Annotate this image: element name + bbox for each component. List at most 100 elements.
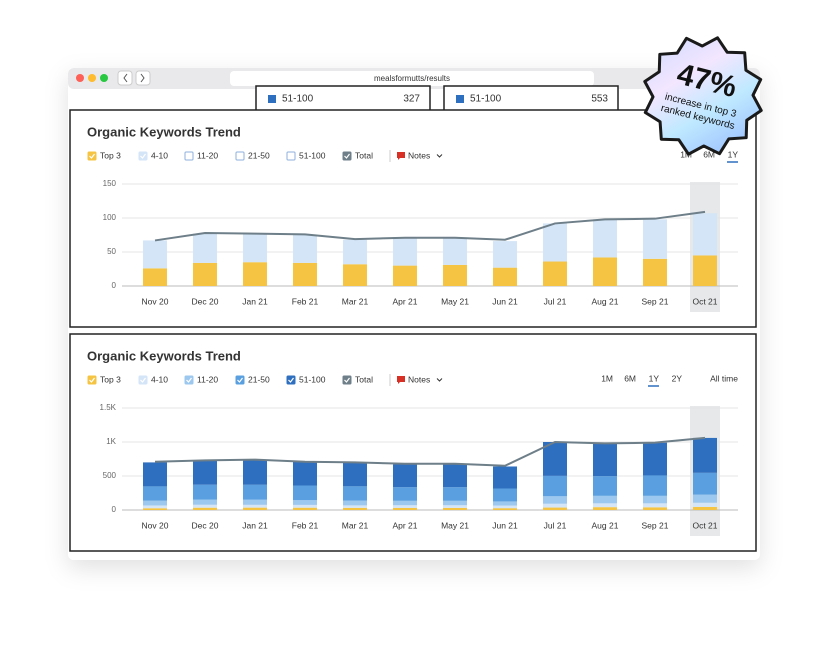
bar-segment: [293, 262, 317, 286]
bar-segment: [343, 239, 367, 265]
range-button[interactable]: 1M: [680, 149, 692, 159]
legend-checkbox[interactable]: [342, 375, 352, 385]
legend-checkbox[interactable]: [184, 375, 194, 385]
legend-checkbox[interactable]: [138, 375, 148, 385]
bar-segment: [593, 476, 617, 496]
bar-segment: [493, 488, 517, 502]
bar-segment: [393, 500, 417, 506]
bar-segment: [193, 262, 217, 286]
legend-label: Total: [355, 374, 373, 384]
legend-checkbox[interactable]: [235, 375, 245, 385]
legend-checkbox[interactable]: [286, 151, 296, 161]
x-tick-label: Jun 21: [492, 520, 518, 530]
legend-checkbox[interactable]: [235, 151, 245, 161]
legend-checkbox[interactable]: [286, 375, 296, 385]
legend-checkbox[interactable]: [184, 151, 194, 161]
check-mark: [288, 377, 294, 383]
bar-segment: [643, 507, 667, 510]
x-tick-label: Apr 21: [392, 296, 417, 306]
x-tick-label: Dec 20: [192, 520, 219, 530]
bar-segment: [143, 505, 167, 509]
bar-segment: [243, 234, 267, 263]
notes-label[interactable]: Notes: [408, 374, 430, 384]
range-button[interactable]: 1Y: [649, 373, 660, 383]
bar-segment: [193, 499, 217, 505]
check-mark: [344, 153, 350, 159]
bar-segment: [343, 505, 367, 508]
legend-label: 11-20: [197, 374, 218, 384]
bar-segment: [543, 475, 567, 497]
bar-segment: [643, 219, 667, 259]
x-tick-label: May 21: [441, 296, 469, 306]
legend-checkbox[interactable]: [87, 151, 97, 161]
bar-segment: [343, 486, 367, 501]
legend-label: 21-50: [248, 150, 270, 160]
bar-segment: [643, 503, 667, 508]
range-button[interactable]: 1Y: [728, 149, 739, 159]
y-tick-label: 1K: [106, 437, 116, 446]
x-tick-label: Feb 21: [292, 296, 319, 306]
legend-checkbox[interactable]: [342, 151, 352, 161]
address-bar[interactable]: [230, 71, 594, 86]
bar-segment: [593, 495, 617, 504]
bar-segment: [393, 265, 417, 286]
bar-segment: [593, 507, 617, 510]
bar-segment: [393, 238, 417, 266]
bar-segment: [693, 437, 717, 473]
range-button[interactable]: 1M: [601, 373, 613, 383]
chart-title: Organic Keywords Trend: [87, 124, 241, 139]
bar-segment: [543, 442, 567, 476]
bar-segment: [243, 484, 267, 500]
range-button[interactable]: 6M: [703, 149, 715, 159]
row-swatch: [456, 95, 464, 103]
range-button[interactable]: 6M: [624, 373, 636, 383]
legend-label: 4-10: [151, 374, 168, 384]
bar-segment: [643, 495, 667, 504]
row-value: 553: [591, 94, 608, 105]
close-dot[interactable]: [76, 74, 84, 82]
x-tick-label: May 21: [441, 520, 469, 530]
bar-segment: [543, 261, 567, 286]
bar-segment: [693, 506, 717, 510]
bar-segment: [443, 487, 467, 501]
badge-star: [643, 36, 763, 156]
row-label: 51-100: [470, 94, 502, 105]
bar-segment: [143, 268, 167, 286]
legend-checkbox[interactable]: [87, 375, 97, 385]
bar-segment: [693, 494, 717, 503]
range-button[interactable]: All time: [710, 373, 738, 383]
bar-segment: [543, 503, 567, 508]
min-dot[interactable]: [88, 74, 96, 82]
forward-button[interactable]: [135, 70, 151, 86]
url: mealsformutts/results: [374, 74, 450, 83]
bar-segment: [143, 462, 167, 487]
bar-segment: [243, 507, 267, 510]
bar-segment: [193, 233, 217, 263]
y-tick-label: 50: [107, 247, 116, 256]
bar-segment: [643, 258, 667, 286]
bar-segment: [443, 505, 467, 508]
bar-segment: [693, 502, 717, 507]
legend-label: 4-10: [151, 150, 168, 160]
check-mark: [186, 377, 192, 383]
check-mark: [140, 377, 146, 383]
bar-segment: [593, 257, 617, 286]
bar-segment: [643, 442, 667, 476]
bar-segment: [593, 219, 617, 258]
notes-label[interactable]: Notes: [408, 150, 430, 160]
bar-segment: [293, 500, 317, 505]
range-button[interactable]: 2Y: [672, 373, 683, 383]
x-tick-label: Sep 21: [642, 520, 669, 530]
bar-segment: [493, 466, 517, 489]
legend-checkbox[interactable]: [138, 151, 148, 161]
max-dot[interactable]: [100, 74, 108, 82]
back-button[interactable]: [117, 70, 133, 86]
bar-segment: [693, 213, 717, 256]
x-tick-label: Dec 20: [192, 296, 219, 306]
total-line: [154, 210, 706, 242]
y-tick-label: 1.5K: [100, 403, 117, 412]
bar-segment: [143, 500, 167, 506]
bar-segment: [143, 486, 167, 501]
